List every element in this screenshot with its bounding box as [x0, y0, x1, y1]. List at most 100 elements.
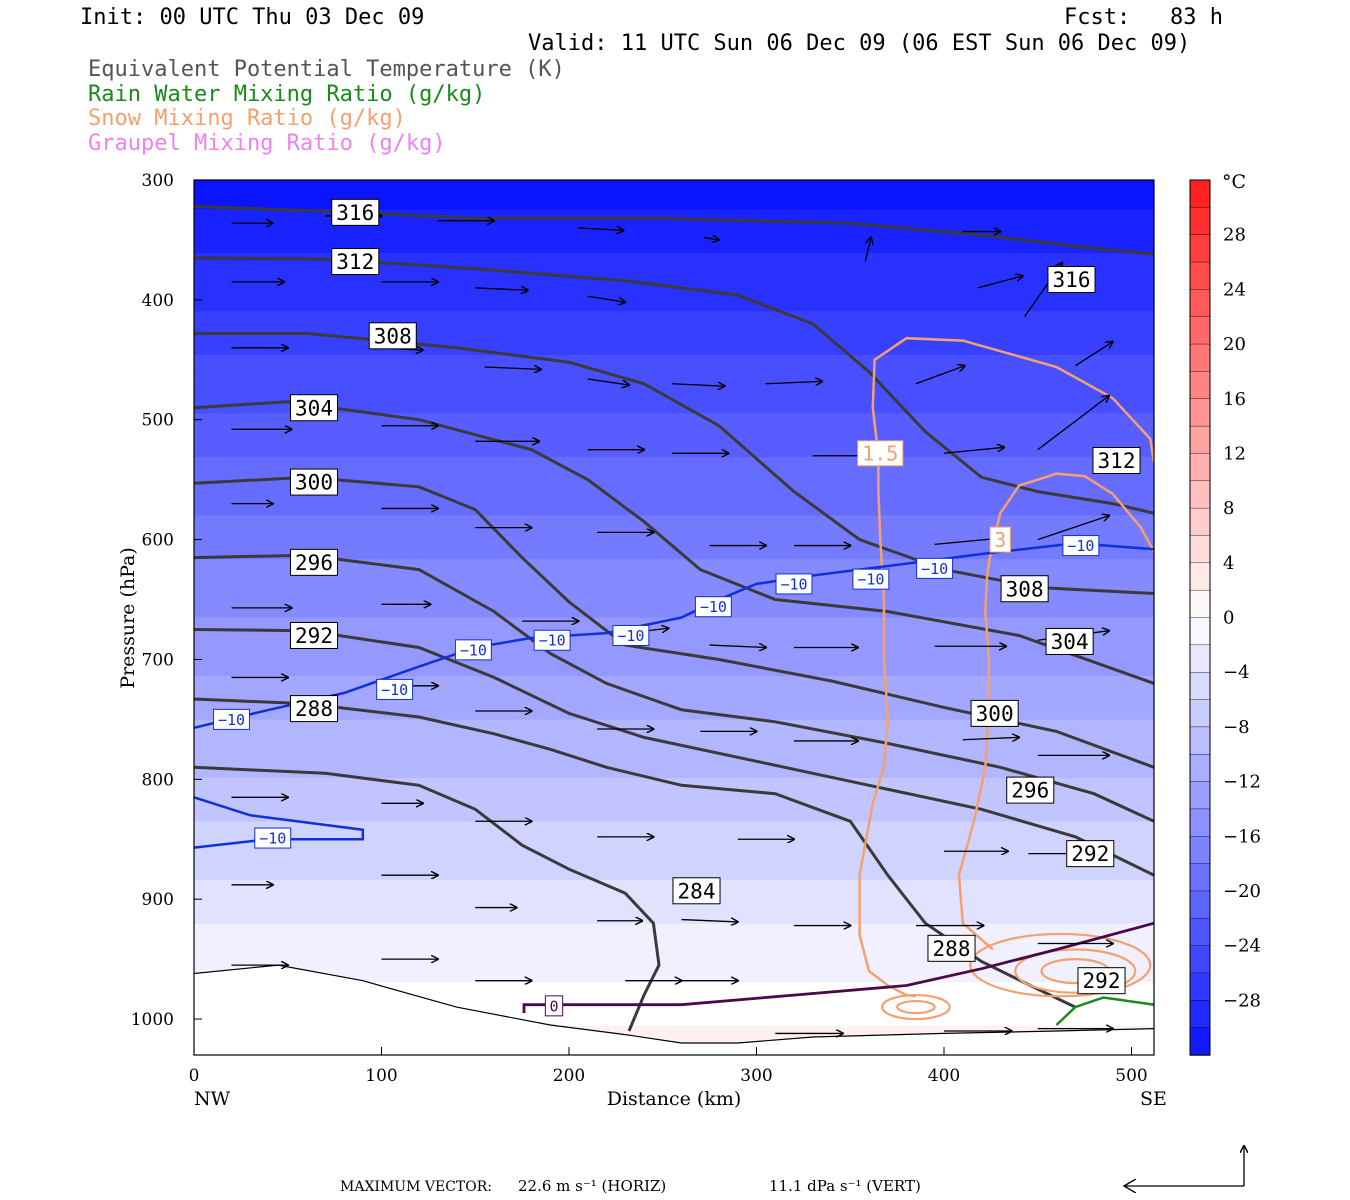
- colorbar-label: 24: [1223, 279, 1246, 300]
- shade-band: [194, 850, 1154, 867]
- theta-e-label-300-text: 300: [976, 702, 1014, 726]
- theta-e-label-296-box: [289, 548, 339, 576]
- colorbar-segment: [1189, 589, 1211, 619]
- isotherm-label-minus10: −10: [1062, 535, 1100, 557]
- theta-e-label-312-box: [331, 248, 380, 276]
- isotherm-label-minus10-text: −10: [700, 598, 727, 616]
- legend-line-theta-e: Equivalent Potential Temperature (K): [88, 57, 565, 82]
- theta-e-label-308-text: 308: [374, 324, 412, 348]
- shade-band: [194, 194, 1154, 211]
- y-tick-label: 300: [142, 171, 174, 191]
- colorbar-segment: [1189, 1000, 1211, 1029]
- legend-line-rain: Rain Water Mixing Ratio (g/kg): [88, 82, 486, 107]
- shade-band: [194, 632, 1154, 648]
- isotherm-label-minus10: −10: [533, 629, 571, 651]
- isotherm-label-minus10-box: [454, 639, 492, 661]
- y-tick-label: 500: [142, 411, 174, 431]
- colorbar-segment: [1189, 972, 1211, 1002]
- colorbar-segment: [1189, 535, 1211, 564]
- max-vector-horiz: 22.6 m s⁻¹ (HORIZ): [518, 1177, 666, 1195]
- theta-e-label-304-box: [1045, 627, 1094, 655]
- isotherm-label-minus10-box: [694, 596, 732, 618]
- theta-e-label-292-box: [1077, 967, 1126, 995]
- colorbar-segment: [1189, 562, 1211, 591]
- theta-e-label-308-text: 308: [1006, 577, 1044, 601]
- isotherm-label-minus10-text: −10: [857, 571, 884, 589]
- isotherm-label-minus10-text: −10: [617, 627, 644, 645]
- isotherm-label-minus10: −10: [213, 708, 250, 730]
- theta-e-label-292-box: [1066, 840, 1115, 868]
- snow-core-contour: [1014, 948, 1137, 994]
- colorbar-label: −16: [1223, 826, 1261, 847]
- x-tick-label: 0: [189, 1066, 200, 1086]
- terrain-fill: [194, 965, 1154, 1055]
- colorbar-label: −4: [1223, 662, 1250, 683]
- colorbar-segment: [1189, 371, 1211, 400]
- wind-vector: [484, 367, 541, 369]
- theta-e-label-296: 296: [1006, 776, 1055, 804]
- theta-e-label-300: 300: [289, 468, 339, 496]
- isotherm-label-minus10-text: −10: [381, 681, 408, 699]
- theta-e-label-288-box: [927, 934, 976, 962]
- colorbar-segment: [1189, 808, 1211, 837]
- reference-vector-icon: [1124, 1146, 1244, 1186]
- isotherm-label-minus10: −10: [852, 568, 890, 590]
- theta-e-label-308-box: [368, 322, 417, 350]
- colorbar-segment: [1189, 863, 1211, 892]
- wind-vector: [962, 737, 1019, 739]
- shade-band: [194, 982, 1154, 998]
- axes: 300 400 500 600 700 800 900 1000 0 100 200 300 400 50…: [131, 171, 1148, 1086]
- colorbar-label: 28: [1223, 225, 1246, 246]
- colorbar-segment: [1189, 617, 1211, 646]
- forecast-hour-label: Fcst: 83 h: [1064, 5, 1223, 30]
- theta-e-contour-300: [194, 475, 1154, 769]
- shade-band: [194, 427, 1154, 444]
- shade-band: [194, 325, 1154, 342]
- theta-e-label-304: 304: [289, 394, 339, 422]
- theta-e-label-284-box: [672, 877, 721, 905]
- theta-e-contour-312: [194, 256, 1154, 515]
- colorbar-segment: [1189, 179, 1211, 209]
- wind-vector: [587, 378, 629, 385]
- snow-core-contour: [969, 932, 1152, 998]
- colorbar-segment: [1189, 754, 1211, 783]
- isotherm-label-minus10: −10: [775, 573, 813, 595]
- theta-e-contour-296: [194, 553, 1154, 823]
- snow-label-1-5: 1.5: [857, 440, 904, 467]
- x-tick-label: 300: [740, 1066, 772, 1086]
- isotherm-label-minus10-text: −10: [921, 560, 948, 578]
- shade-band: [194, 209, 1154, 225]
- theta-e-label-312: 312: [331, 248, 380, 276]
- colorbar-segment: [1189, 644, 1211, 673]
- isotherm-label-minus10-low-box: [254, 827, 292, 849]
- theta-e-label-308: 308: [368, 322, 417, 350]
- isotherm-label-minus10-box: [533, 629, 571, 651]
- isotherm-label-minus10-box: [612, 624, 650, 646]
- colorbar-label: 12: [1223, 443, 1246, 464]
- x-tick-label: 100: [365, 1066, 397, 1086]
- colorbar-label: 16: [1223, 389, 1246, 410]
- colorbar-segment: [1189, 261, 1211, 291]
- shade-band: [194, 238, 1154, 254]
- isotherm-label-minus10-box: [852, 568, 890, 590]
- theta-e-label-292-text: 292: [1083, 969, 1121, 993]
- wind-vector: [864, 238, 871, 262]
- theta-e-label-312-text: 312: [336, 250, 374, 274]
- isotherm-label-minus10-box: [1062, 535, 1100, 557]
- shade-band: [194, 369, 1154, 386]
- colorbar-segment: [1189, 726, 1211, 755]
- isotherm-label-zero-text: 0: [549, 997, 558, 1015]
- legend-line-snow: Snow Mixing Ratio (g/kg): [88, 106, 406, 131]
- theta-e-label-292-text: 292: [1071, 842, 1109, 866]
- wind-vector: [672, 384, 725, 386]
- isotherm-label-minus10-text: −10: [539, 632, 566, 650]
- shade-band: [194, 486, 1154, 502]
- isotherm-label-zero-box: [544, 995, 564, 1017]
- colorbar-label: −20: [1223, 881, 1261, 902]
- theta-e-label-288-text: 288: [295, 697, 333, 721]
- shade-band: [194, 398, 1154, 415]
- shade-band: [194, 544, 1154, 561]
- theta-e-label-288: 288: [289, 695, 339, 723]
- wind-vector: [578, 228, 623, 230]
- theta-e-label-308-box: [1000, 575, 1049, 603]
